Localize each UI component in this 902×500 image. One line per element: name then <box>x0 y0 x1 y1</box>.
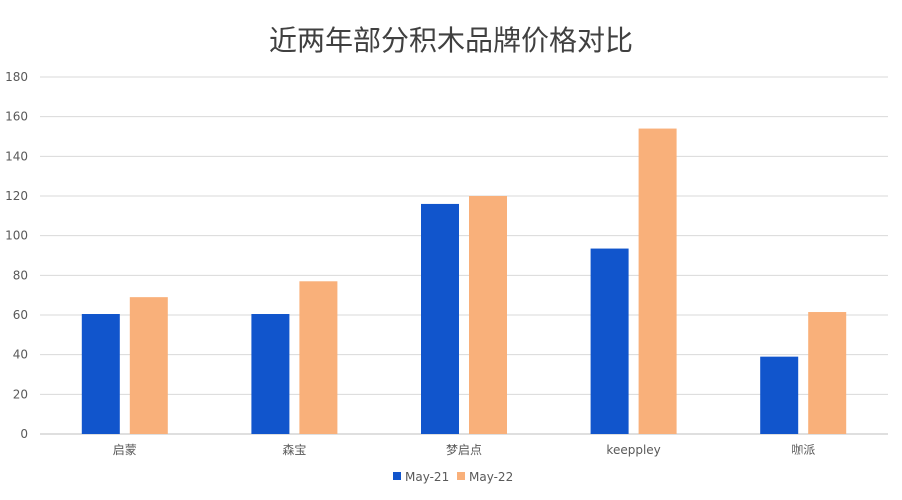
x-axis: 启蒙 森宝 梦启点 keeppley 咖派 <box>113 442 815 457</box>
y-axis: 0 20 40 60 80 100 120 140 160 180 <box>5 70 28 441</box>
y-tick-label: 0 <box>20 427 28 441</box>
bar-may22-2 <box>469 196 507 434</box>
x-category-label: keeppley <box>606 443 660 457</box>
grid <box>40 76 888 435</box>
y-tick-label: 160 <box>5 110 28 124</box>
bar-may22-1 <box>299 281 338 434</box>
watermark: 知乎 @魔镜市场情报 <box>673 451 878 476</box>
bar-may21-3 <box>590 248 629 434</box>
legend-swatch <box>393 472 401 480</box>
y-tick-label: 40 <box>13 348 28 362</box>
y-tick-label: 20 <box>13 387 28 401</box>
legend-swatch <box>457 472 465 480</box>
legend-label: May-21 <box>405 470 449 484</box>
bar-may21-2 <box>421 203 459 434</box>
y-tick-label: 60 <box>13 308 28 322</box>
bar-may22-0 <box>129 297 168 434</box>
bar-may22-3 <box>638 128 677 435</box>
y-tick-label: 180 <box>5 70 28 84</box>
y-tick-label: 100 <box>5 229 28 243</box>
bar-may22-4 <box>808 312 847 434</box>
bar-may21-1 <box>251 314 290 434</box>
legend: May-21 May-22 <box>393 470 513 484</box>
y-tick-label: 120 <box>5 189 28 203</box>
x-category-label: 梦启点 <box>446 443 482 457</box>
bar-may21-4 <box>760 356 799 434</box>
x-category-label: 咖派 <box>791 442 815 457</box>
y-tick-label: 140 <box>5 149 28 163</box>
legend-label: May-22 <box>469 470 513 484</box>
x-category-label: 森宝 <box>282 442 306 457</box>
x-category-label: 启蒙 <box>113 443 137 457</box>
y-tick-label: 80 <box>13 268 28 282</box>
bars <box>81 128 847 435</box>
chart-title: 近两年部分积木品牌价格对比 <box>269 24 633 57</box>
bar-may21-0 <box>81 314 120 434</box>
